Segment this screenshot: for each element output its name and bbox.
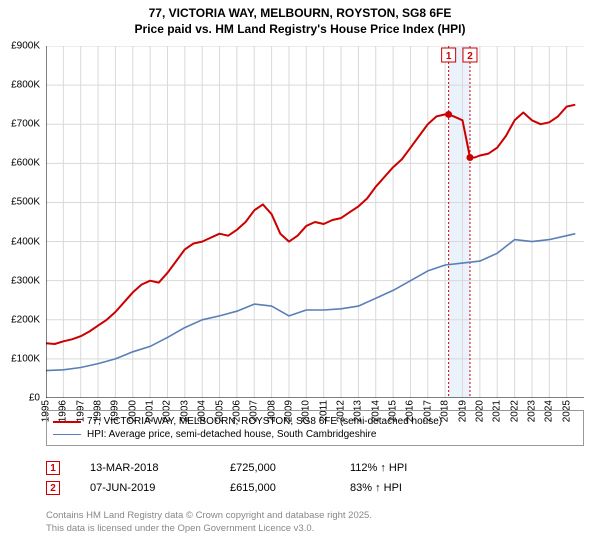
legend-label-hpi: HPI: Average price, semi-detached house,… [87, 429, 376, 440]
legend-swatch-price [53, 421, 81, 423]
marker-hpi: 112% ↑ HPI [350, 462, 440, 474]
attribution-line-1: Contains HM Land Registry data © Crown c… [46, 510, 584, 523]
y-tick-label: £900K [11, 41, 40, 52]
title-block: 77, VICTORIA WAY, MELBOURN, ROYSTON, SG8… [0, 0, 600, 37]
marker-box-1: 1 [46, 461, 60, 475]
y-tick-label: £0 [29, 393, 40, 404]
y-tick-label: £700K [11, 119, 40, 130]
title-line-1: 77, VICTORIA WAY, MELBOURN, ROYSTON, SG8… [0, 6, 600, 22]
legend-label-price: 77, VICTORIA WAY, MELBOURN, ROYSTON, SG8… [87, 416, 442, 427]
y-tick-label: £100K [11, 353, 40, 364]
marker-date: 07-JUN-2019 [90, 482, 200, 494]
y-tick-label: £600K [11, 158, 40, 169]
legend-swatch-hpi [53, 434, 81, 436]
svg-text:2: 2 [467, 51, 473, 62]
svg-text:1: 1 [446, 51, 452, 62]
marker-price: £725,000 [230, 462, 320, 474]
marker-table: 1 13-MAR-2018 £725,000 112% ↑ HPI 2 07-J… [46, 458, 584, 498]
y-tick-label: £400K [11, 236, 40, 247]
chart-svg: 12 [46, 46, 584, 398]
legend: 77, VICTORIA WAY, MELBOURN, ROYSTON, SG8… [46, 410, 584, 446]
legend-row: HPI: Average price, semi-detached house,… [53, 428, 577, 441]
marker-price: £615,000 [230, 482, 320, 494]
title-line-2: Price paid vs. HM Land Registry's House … [0, 22, 600, 38]
attribution-line-2: This data is licensed under the Open Gov… [46, 523, 584, 536]
y-tick-label: £800K [11, 80, 40, 91]
marker-date: 13-MAR-2018 [90, 462, 200, 474]
marker-row: 1 13-MAR-2018 £725,000 112% ↑ HPI [46, 458, 584, 478]
attribution: Contains HM Land Registry data © Crown c… [46, 510, 584, 536]
marker-box-2: 2 [46, 481, 60, 495]
y-tick-label: £200K [11, 314, 40, 325]
y-axis: £0£100K£200K£300K£400K£500K£600K£700K£80… [0, 46, 44, 398]
marker-row: 2 07-JUN-2019 £615,000 83% ↑ HPI [46, 478, 584, 498]
y-tick-label: £300K [11, 275, 40, 286]
y-tick-label: £500K [11, 197, 40, 208]
chart-container: 77, VICTORIA WAY, MELBOURN, ROYSTON, SG8… [0, 0, 600, 560]
chart-area: 12 [46, 46, 584, 398]
legend-row: 77, VICTORIA WAY, MELBOURN, ROYSTON, SG8… [53, 415, 577, 428]
marker-hpi: 83% ↑ HPI [350, 482, 440, 494]
